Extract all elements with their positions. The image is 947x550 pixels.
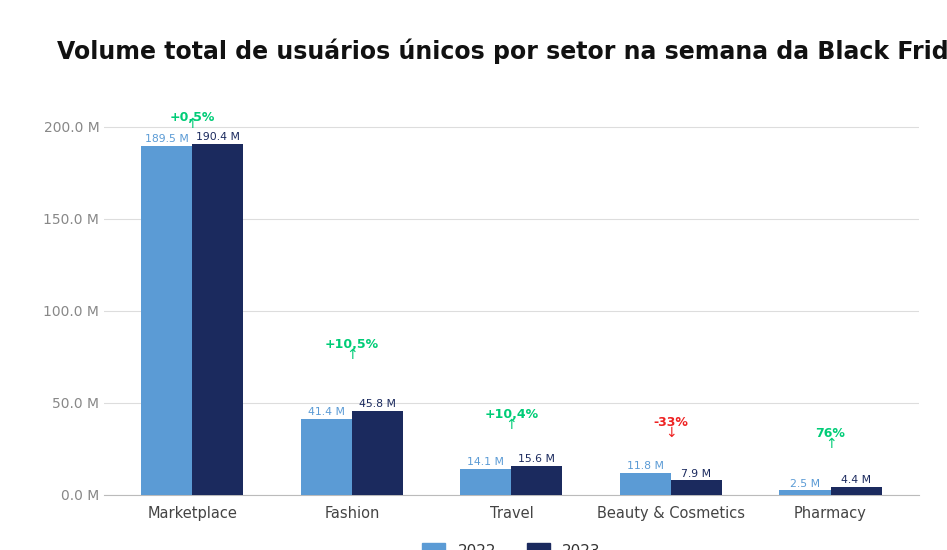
Text: 190.4 M: 190.4 M — [196, 133, 240, 142]
Text: 11.8 M: 11.8 M — [627, 461, 664, 471]
Text: +10,5%: +10,5% — [325, 338, 379, 351]
Bar — [620, 473, 670, 495]
Text: 15.6 M: 15.6 M — [518, 454, 555, 464]
Bar — [141, 146, 192, 495]
Text: Volume total de usuários únicos por setor na semana da Black Friday: Volume total de usuários únicos por seto… — [57, 39, 947, 64]
Text: 4.4 M: 4.4 M — [841, 475, 871, 485]
Bar — [831, 487, 882, 495]
Bar — [352, 411, 402, 495]
Text: -33%: -33% — [653, 416, 688, 428]
Text: ↓: ↓ — [665, 426, 677, 440]
Text: 76%: 76% — [815, 427, 846, 440]
Bar — [301, 419, 352, 495]
Text: 189.5 M: 189.5 M — [145, 134, 188, 144]
Bar — [779, 491, 831, 495]
Bar — [460, 469, 511, 495]
Text: +0,5%: +0,5% — [170, 111, 215, 124]
Bar — [192, 144, 243, 495]
Text: ↑: ↑ — [825, 437, 836, 451]
Text: 45.8 M: 45.8 M — [359, 399, 396, 409]
Legend: 2022, 2023: 2022, 2023 — [415, 535, 608, 550]
Text: 41.4 M: 41.4 M — [308, 407, 345, 417]
Text: ↑: ↑ — [346, 348, 358, 362]
Text: 14.1 M: 14.1 M — [468, 457, 505, 467]
Text: ↑: ↑ — [506, 419, 517, 432]
Text: +10,4%: +10,4% — [484, 408, 539, 421]
Text: 7.9 M: 7.9 M — [682, 469, 711, 478]
Text: 2.5 M: 2.5 M — [790, 478, 820, 488]
Bar — [670, 481, 722, 495]
Text: ↑: ↑ — [187, 117, 198, 131]
Bar — [511, 466, 563, 495]
